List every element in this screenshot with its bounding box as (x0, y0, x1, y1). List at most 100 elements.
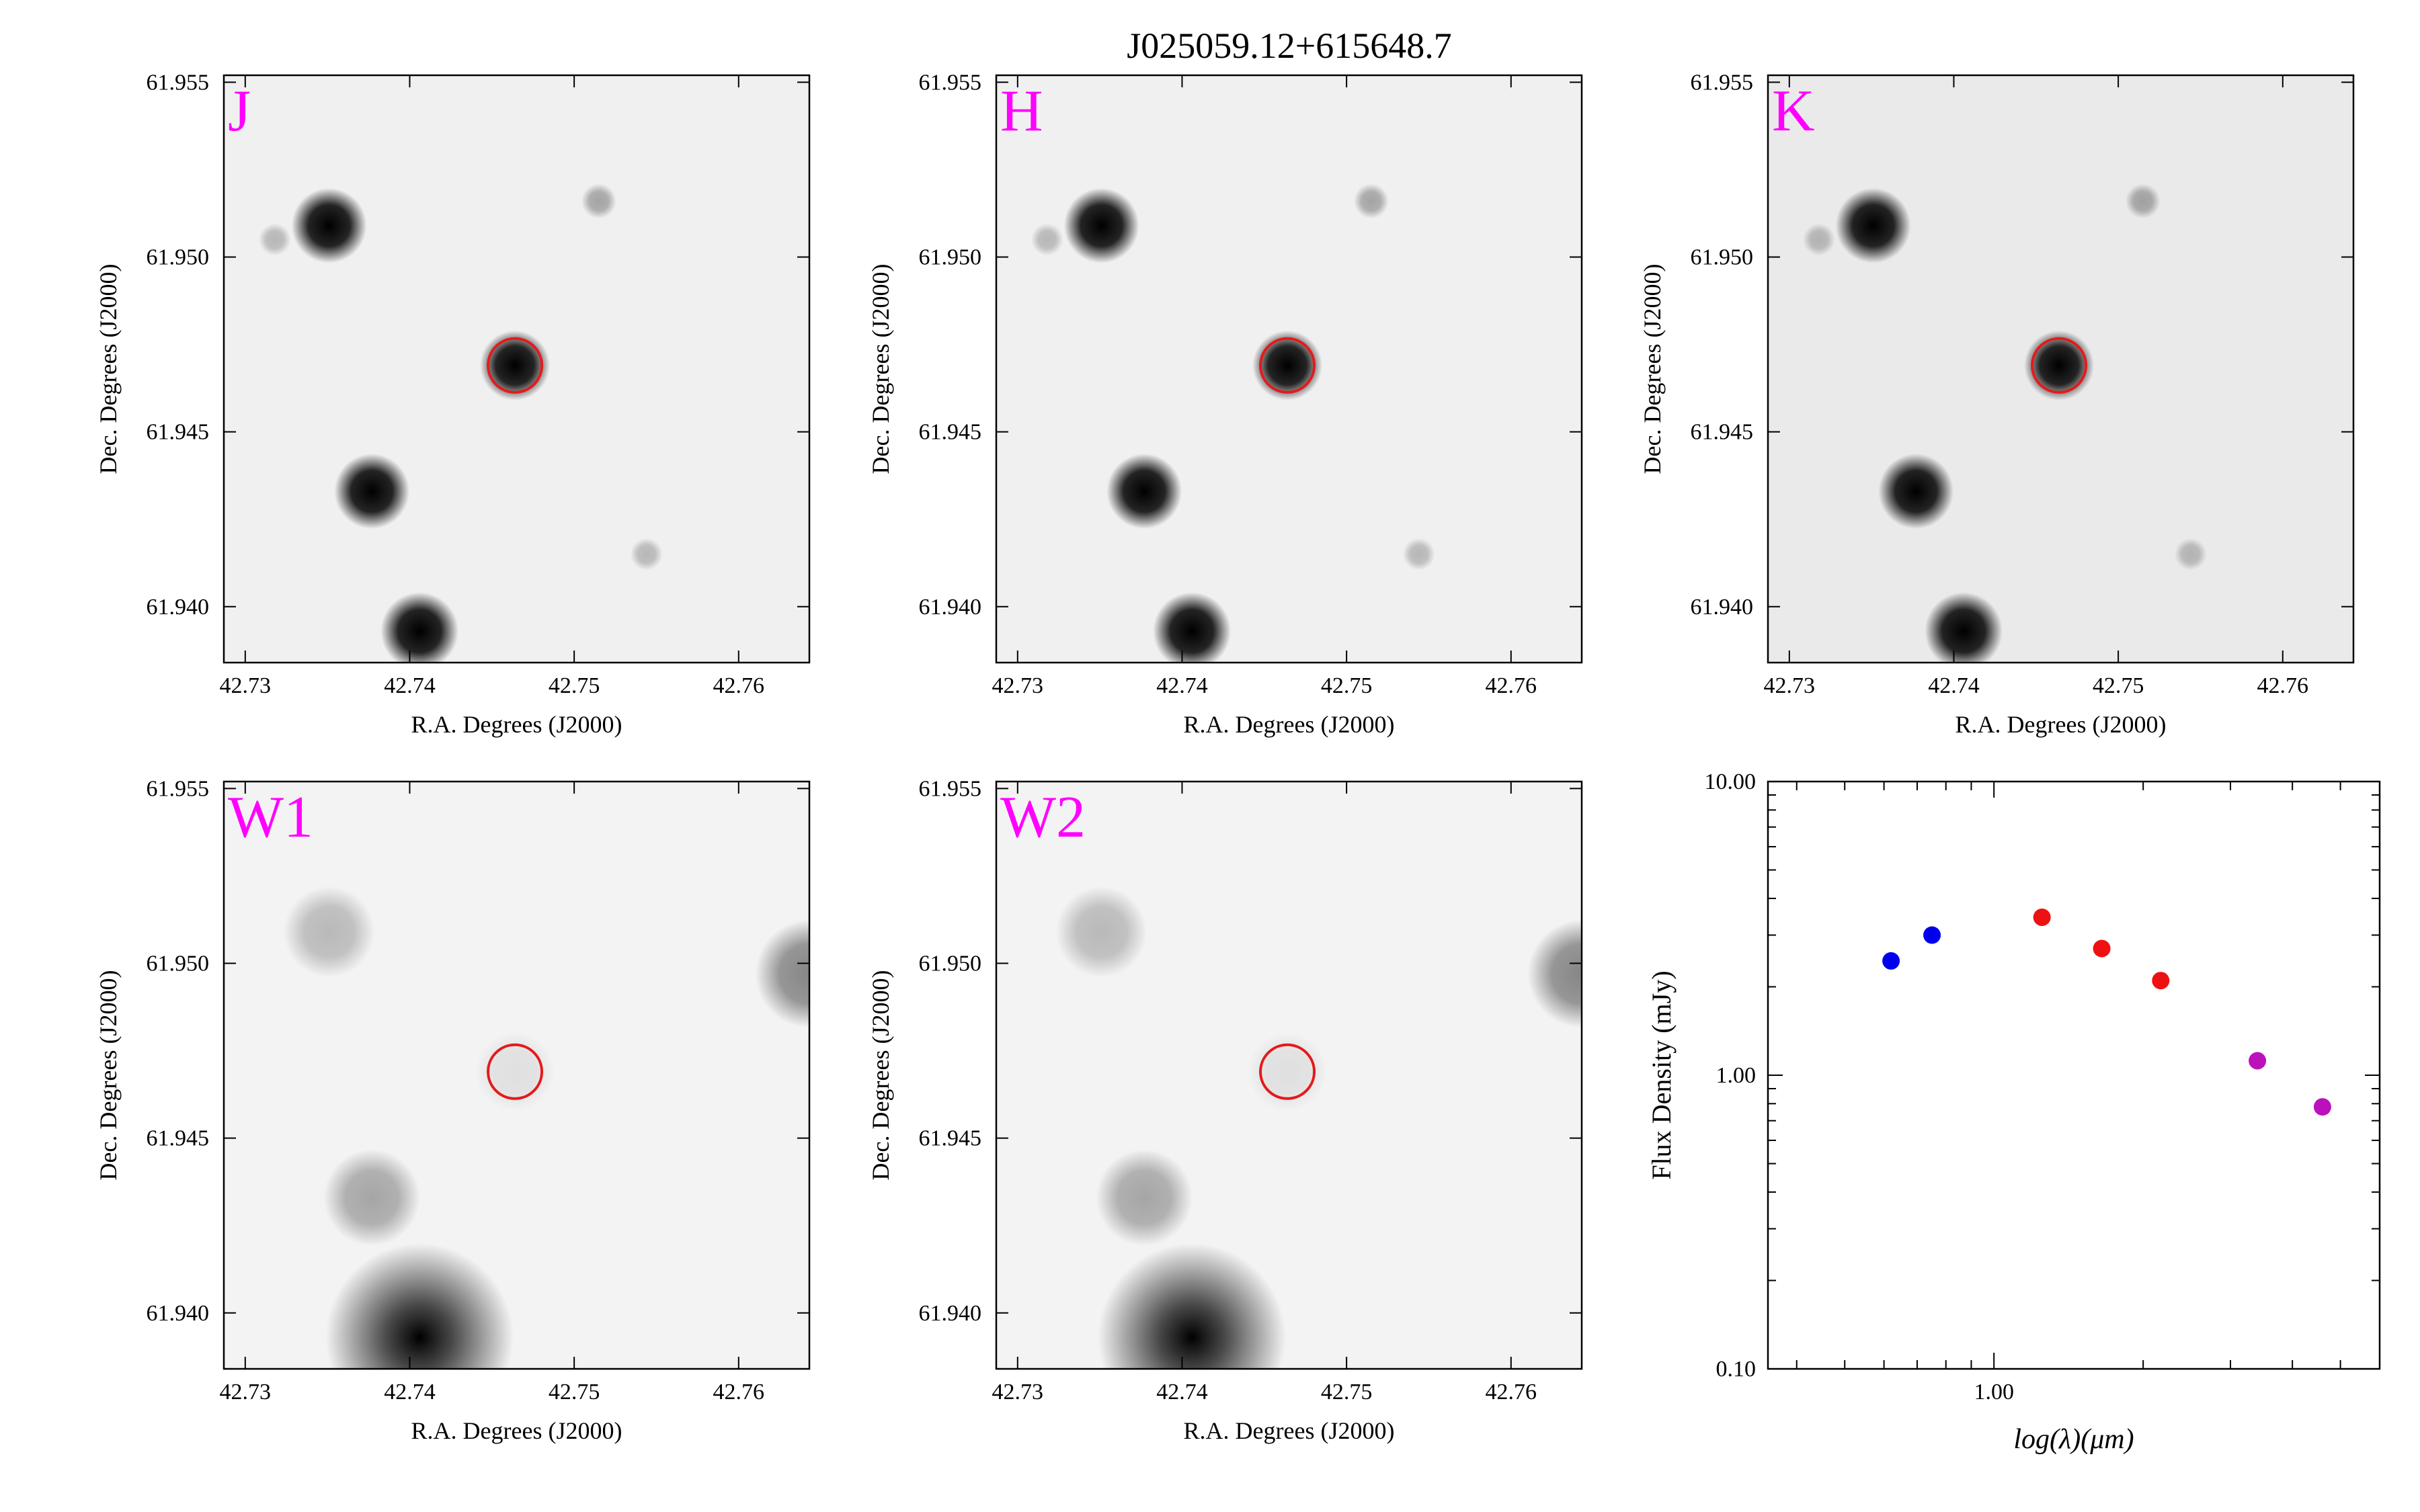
ra-tick-label: 42.76 (713, 1380, 765, 1404)
band-label: W2 (1000, 785, 1086, 850)
cutout-frame (1767, 74, 2355, 664)
cutout-sources (1802, 183, 2207, 663)
cutout-sources (258, 183, 663, 663)
star-source-2 (1098, 1243, 1287, 1369)
y-axis-label: Dec. Degrees (J2000) (95, 264, 122, 474)
ra-tick-label: 42.74 (1156, 1380, 1208, 1404)
ra-tick-label: 42.73 (992, 673, 1044, 698)
sed-point-1 (1923, 926, 1941, 944)
band-label: H (1000, 79, 1043, 144)
y-tick-label: 10.00 (1705, 769, 1757, 794)
dec-tick-label: 61.940 (147, 595, 210, 620)
cutout-frame (223, 74, 811, 664)
dec-tick-label: 61.950 (147, 245, 210, 270)
cutout-panel-w1: W1 42.73 42.74 42.75 42.76 61.955 61.950 61.945… (95, 776, 811, 1444)
star-source-7 (1527, 919, 1582, 1028)
star-source-1 (1878, 454, 1954, 530)
star-source-0 (1063, 187, 1139, 263)
star-source-1 (1096, 1149, 1193, 1247)
dec-tick-label: 61.950 (147, 952, 210, 976)
target-marker-circle (1259, 1043, 1316, 1100)
dec-tick-label: 61.955 (919, 776, 982, 801)
star-source-7 (755, 919, 809, 1028)
cutout-frame (223, 780, 811, 1370)
ra-tick-label: 42.75 (1321, 673, 1373, 698)
y-axis-label: Dec. Degrees (J2000) (867, 264, 894, 474)
sed-point-5 (2249, 1052, 2267, 1070)
band-label: W1 (228, 785, 313, 850)
star-source-0 (291, 187, 367, 263)
dec-tick-label: 61.940 (147, 1301, 210, 1326)
dec-tick-label: 61.945 (919, 1126, 982, 1151)
ra-tick-label: 42.73 (220, 673, 272, 698)
star-source-3 (2024, 330, 2095, 401)
cutout-panel-j: J 42.73 42.74 42.75 42.76 61.955 61.950 61.945 6… (95, 70, 811, 738)
x-axis-label: R.A. Degrees (J2000) (411, 1417, 622, 1444)
dec-tick-label: 61.955 (1691, 70, 1754, 95)
ra-tick-label: 42.76 (2257, 673, 2309, 698)
dec-tick-label: 61.940 (919, 595, 982, 620)
dec-tick-label: 61.945 (147, 1126, 210, 1151)
band-label: K (1772, 79, 1815, 144)
cutout-panel-w2: W2 42.73 42.74 42.75 42.76 61.955 61.950 61.945… (867, 776, 1583, 1444)
sed-x-axis-label: log(λ)(μm) (2013, 1424, 2134, 1455)
ra-tick-label: 42.73 (1764, 673, 1816, 698)
star-source-0 (1055, 886, 1147, 978)
star-source-2 (380, 592, 459, 663)
cutout-panel-k: K 42.73 42.74 42.75 42.76 61.955 61.950 61.945 6… (1639, 70, 2355, 738)
ra-tick-label: 42.73 (992, 1380, 1044, 1404)
sed-chart: 10.00 1.00 0.10 1.00 log(λ)(μm) Flux Density … (1646, 769, 2381, 1455)
sed-point-3 (2093, 939, 2111, 958)
ra-tick-label: 42.75 (549, 1380, 600, 1404)
star-source-6 (258, 223, 291, 256)
x-axis-label: R.A. Degrees (J2000) (411, 711, 622, 738)
y-tick-label: 1.00 (1716, 1063, 1757, 1088)
target-marker-circle (487, 1043, 544, 1100)
star-source-5 (1402, 538, 1435, 571)
dec-tick-label: 61.955 (147, 70, 210, 95)
ra-tick-label: 42.73 (220, 1380, 272, 1404)
cutout-sources (1031, 183, 1435, 663)
x-axis-label: R.A. Degrees (J2000) (1955, 711, 2167, 738)
ra-tick-label: 42.74 (1156, 673, 1208, 698)
ra-tick-label: 42.75 (549, 673, 600, 698)
star-source-6 (1031, 223, 1063, 256)
x-axis-label: R.A. Degrees (J2000) (1184, 1417, 1395, 1444)
star-source-4 (2125, 183, 2161, 219)
y-tick-label: 0.10 (1716, 1357, 1757, 1382)
dec-tick-label: 61.940 (1691, 595, 1754, 620)
ra-tick-label: 42.75 (2093, 673, 2144, 698)
figure-title: J025059.12+615648.7 (1127, 26, 1451, 66)
star-source-4 (581, 183, 616, 219)
cutout-panel-h: H 42.73 42.74 42.75 42.76 61.955 61.950 61.945 6… (867, 70, 1583, 738)
star-source-1 (334, 454, 410, 530)
ra-tick-label: 42.74 (1928, 673, 1980, 698)
ra-tick-label: 42.74 (384, 673, 436, 698)
ra-tick-label: 42.76 (1486, 1380, 1537, 1404)
star-source-2 (1153, 592, 1232, 663)
x-axis-label: R.A. Degrees (J2000) (1184, 711, 1395, 738)
dec-tick-label: 61.940 (919, 1301, 982, 1326)
star-source-5 (630, 538, 663, 571)
star-source-6 (1802, 223, 1835, 256)
target-marker-circle (2031, 337, 2088, 394)
sed-y-axis-label: Flux Density (mJy) (1646, 970, 1677, 1179)
star-source-5 (2174, 538, 2207, 571)
cutout-frame (995, 74, 1583, 664)
cutout-frame (995, 780, 1583, 1370)
dec-tick-label: 61.955 (147, 776, 210, 801)
ra-tick-label: 42.76 (1486, 673, 1537, 698)
star-source-3 (1252, 330, 1323, 401)
ra-tick-label: 42.74 (384, 1380, 436, 1404)
star-source-0 (283, 886, 375, 978)
star-source-0 (1835, 187, 1911, 263)
star-source-1 (323, 1149, 421, 1247)
star-source-2 (1925, 592, 2003, 663)
ra-tick-label: 42.76 (713, 673, 765, 698)
ra-tick-label: 42.75 (1321, 1380, 1373, 1404)
y-axis-label: Dec. Degrees (J2000) (1639, 264, 1666, 474)
dec-tick-label: 61.945 (919, 420, 982, 445)
dec-tick-label: 61.945 (1691, 420, 1754, 445)
sed-frame (1767, 780, 2381, 1370)
